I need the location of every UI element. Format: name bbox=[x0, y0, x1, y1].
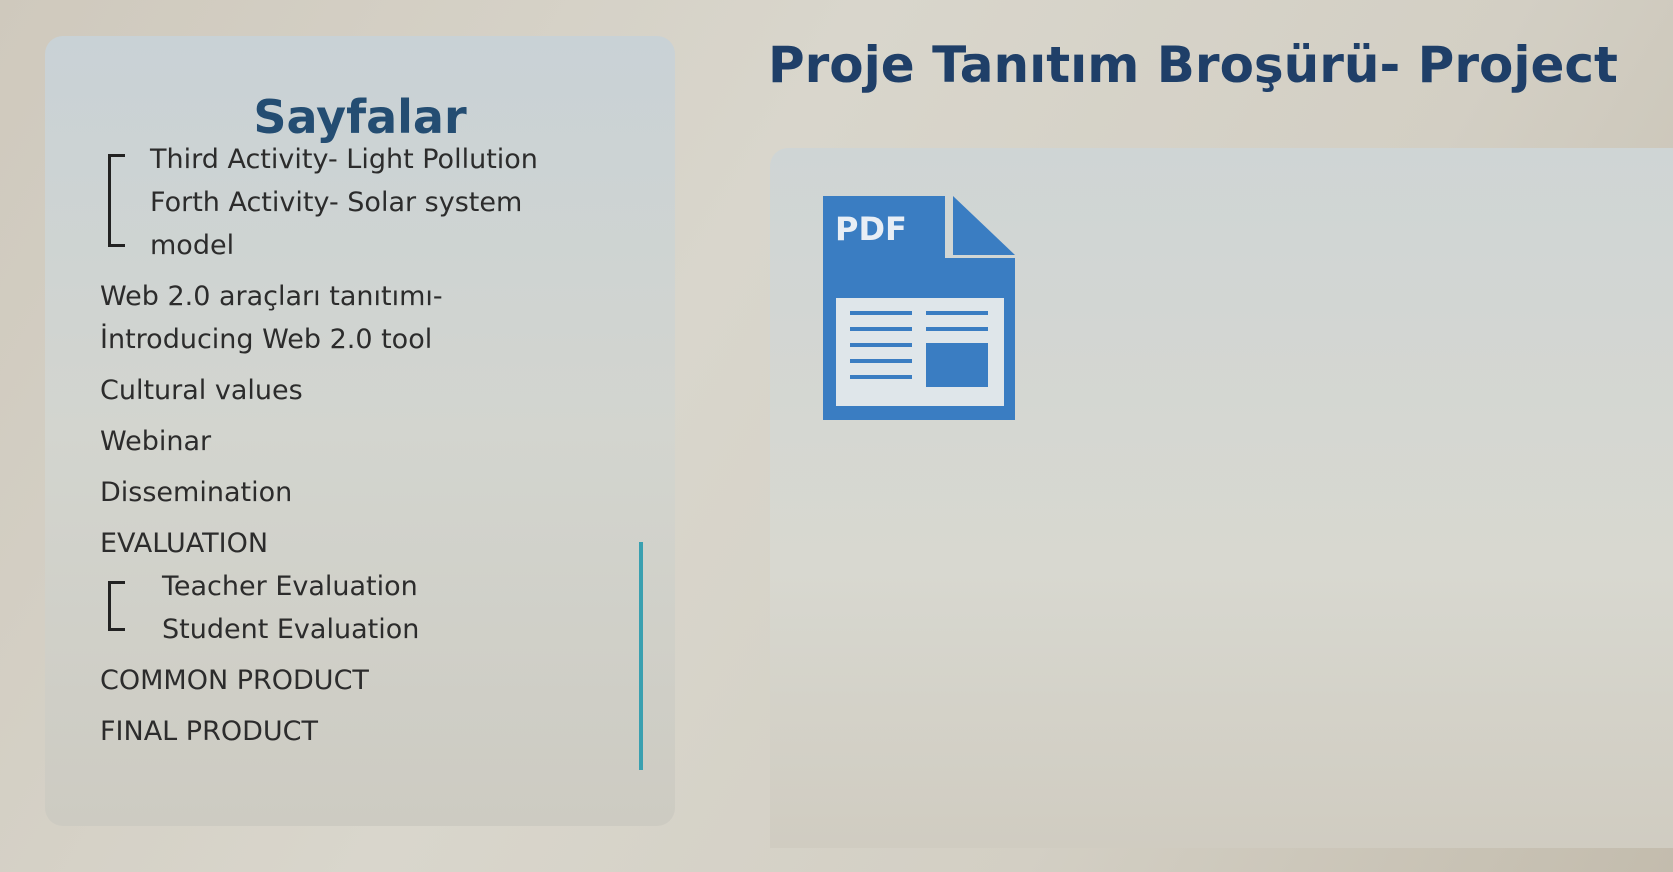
page: Sayfalar Third Activity- Light Pollution… bbox=[0, 0, 1673, 872]
scrollbar[interactable] bbox=[639, 542, 643, 770]
page-link[interactable]: EVALUATION bbox=[100, 522, 620, 565]
sub-page-link[interactable]: Forth Activity- Solar system model bbox=[150, 181, 580, 267]
page-link[interactable]: Web 2.0 araçları tanıtımı- İntroducing W… bbox=[100, 275, 470, 361]
sidebar-title: Sayfalar bbox=[45, 94, 675, 140]
sub-page-link[interactable]: Student Evaluation bbox=[162, 608, 620, 651]
page-link[interactable]: COMMON PRODUCT bbox=[100, 659, 620, 702]
sub-page-link[interactable]: Teacher Evaluation bbox=[162, 565, 620, 608]
sub-page-link[interactable]: Third Activity- Light Pollution bbox=[150, 138, 580, 181]
main-title: Proje Tanıtım Broşürü- Project bbox=[768, 30, 1673, 100]
page-link[interactable]: Dissemination bbox=[100, 471, 620, 514]
page-link[interactable]: FINAL PRODUCT bbox=[100, 710, 620, 753]
pdf-label: PDF bbox=[835, 210, 907, 248]
page-link[interactable]: Cultural values bbox=[100, 369, 620, 412]
page-link[interactable]: Webinar bbox=[100, 420, 620, 463]
